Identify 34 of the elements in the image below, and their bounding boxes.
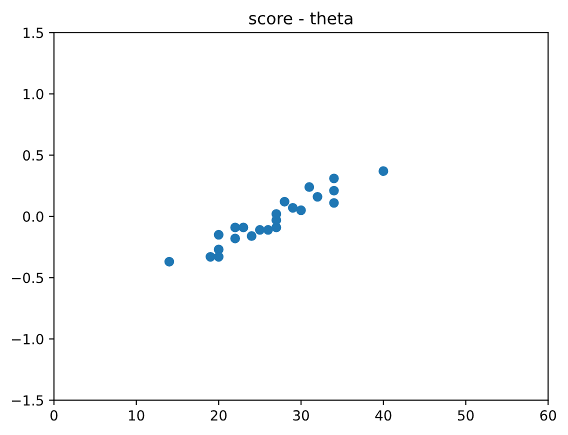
point: [329, 174, 339, 184]
point: [230, 234, 240, 244]
point: [288, 202, 298, 213]
x-tick-label: 0: [50, 410, 58, 421]
point: [238, 222, 248, 232]
chart-title: score - theta: [249, 12, 352, 25]
point: [280, 196, 290, 207]
y-tick-label: 0.5: [23, 150, 44, 161]
point: [329, 186, 339, 196]
y-tick-label: −1.5: [12, 395, 44, 406]
y-tick-label: 0.0: [23, 211, 44, 222]
point: [329, 198, 339, 208]
point: [263, 225, 273, 235]
x-tick-label: 40: [375, 410, 392, 421]
x-tick-label: 30: [293, 410, 309, 421]
point: [296, 205, 306, 216]
point: [246, 231, 256, 241]
point: [304, 182, 314, 192]
y-tick-label: −1.0: [12, 334, 44, 344]
point: [164, 256, 174, 267]
y-tick-label: −0.5: [12, 272, 44, 284]
point: [378, 166, 388, 176]
x-tick-label: 50: [458, 410, 474, 421]
x-tick-label: 60: [540, 410, 556, 421]
y-tick-label: 1.5: [24, 28, 44, 38]
y-tick-label: 1.0: [24, 88, 44, 100]
point: [230, 222, 240, 232]
point: [312, 192, 322, 202]
point: [255, 225, 265, 235]
point: [214, 230, 224, 240]
x-tick-label: 20: [210, 410, 227, 421]
point: [206, 252, 216, 262]
point: [214, 244, 224, 254]
x-tick-label: 10: [129, 410, 144, 421]
